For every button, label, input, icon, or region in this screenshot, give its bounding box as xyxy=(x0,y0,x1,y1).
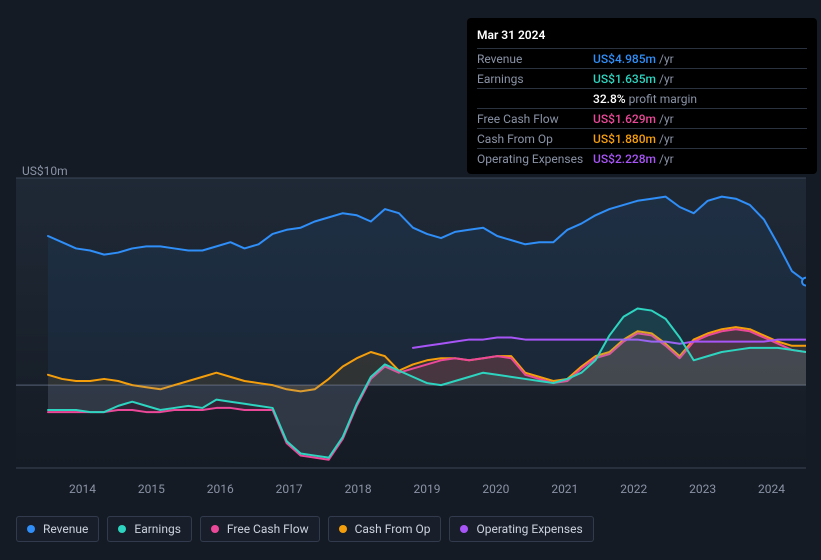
x-axis-tick-label: 2020 xyxy=(482,482,509,496)
tooltip-date: Mar 31 2024 xyxy=(477,24,807,49)
tooltip-value-cell: US$1.635m /yr xyxy=(593,69,807,89)
tooltip-table: RevenueUS$4.985m /yrEarningsUS$1.635m /y… xyxy=(477,49,807,168)
tooltip-row: Free Cash FlowUS$1.629m /yr xyxy=(477,109,807,129)
tooltip-suffix: profit margin xyxy=(626,92,697,106)
x-axis-tick-label: 2017 xyxy=(276,482,303,496)
legend-item[interactable]: Free Cash Flow xyxy=(200,516,320,542)
tooltip-row: Cash From OpUS$1.880m /yr xyxy=(477,129,807,149)
legend-label: Operating Expenses xyxy=(476,522,582,536)
tooltip-suffix: /yr xyxy=(656,112,674,126)
x-axis-tick-label: 2019 xyxy=(414,482,441,496)
tooltip-value-cell: US$1.629m /yr xyxy=(593,109,807,129)
x-axis-tick-label: 2015 xyxy=(138,482,165,496)
tooltip-value: US$1.880m xyxy=(593,132,656,146)
legend-label: Earnings xyxy=(134,522,181,536)
legend-dot-icon xyxy=(27,525,35,533)
legend-item[interactable]: Revenue xyxy=(16,516,99,542)
tooltip-value: US$4.985m xyxy=(593,52,656,66)
tooltip-label: Cash From Op xyxy=(477,129,593,149)
chart-container: Mar 31 2024 RevenueUS$4.985m /yrEarnings… xyxy=(0,0,821,560)
legend-label: Cash From Op xyxy=(355,522,431,536)
x-axis-tick-label: 2016 xyxy=(207,482,234,496)
legend-item[interactable]: Earnings xyxy=(107,516,192,542)
x-axis-tick-label: 2021 xyxy=(551,482,578,496)
tooltip-label xyxy=(477,89,593,109)
tooltip-row: EarningsUS$1.635m /yr xyxy=(477,69,807,89)
legend-dot-icon xyxy=(211,525,219,533)
chart-legend: Revenue Earnings Free Cash Flow Cash From O… xyxy=(16,516,594,542)
legend-dot-icon xyxy=(460,525,468,533)
tooltip-label: Revenue xyxy=(477,49,593,69)
legend-dot-icon xyxy=(118,525,126,533)
tooltip-row: 32.8% profit margin xyxy=(477,89,807,109)
x-axis-tick-label: 2024 xyxy=(758,482,785,496)
legend-label: Free Cash Flow xyxy=(227,522,309,536)
tooltip-label: Earnings xyxy=(477,69,593,89)
tooltip-value: US$1.629m xyxy=(593,112,656,126)
tooltip-suffix: /yr xyxy=(656,132,674,146)
legend-dot-icon xyxy=(339,525,347,533)
tooltip-label: Free Cash Flow xyxy=(477,109,593,129)
legend-item[interactable]: Operating Expenses xyxy=(449,516,593,542)
tooltip-value-cell: US$4.985m /yr xyxy=(593,49,807,69)
tooltip-suffix: /yr xyxy=(656,52,674,66)
tooltip-row: RevenueUS$4.985m /yr xyxy=(477,49,807,69)
tooltip-value: 32.8% xyxy=(593,92,626,106)
chart-tooltip: Mar 31 2024 RevenueUS$4.985m /yrEarnings… xyxy=(467,18,817,174)
chart-plot-area[interactable] xyxy=(16,158,806,478)
tooltip-suffix: /yr xyxy=(656,72,674,86)
legend-item[interactable]: Cash From Op xyxy=(328,516,442,542)
x-axis-tick-label: 2018 xyxy=(345,482,372,496)
tooltip-value-cell: US$1.880m /yr xyxy=(593,129,807,149)
x-axis-tick-label: 2014 xyxy=(69,482,96,496)
legend-label: Revenue xyxy=(43,522,88,536)
x-axis-tick-label: 2022 xyxy=(620,482,647,496)
x-axis-tick-label: 2023 xyxy=(689,482,716,496)
tooltip-value-cell: 32.8% profit margin xyxy=(593,89,807,109)
tooltip-value: US$1.635m xyxy=(593,72,656,86)
